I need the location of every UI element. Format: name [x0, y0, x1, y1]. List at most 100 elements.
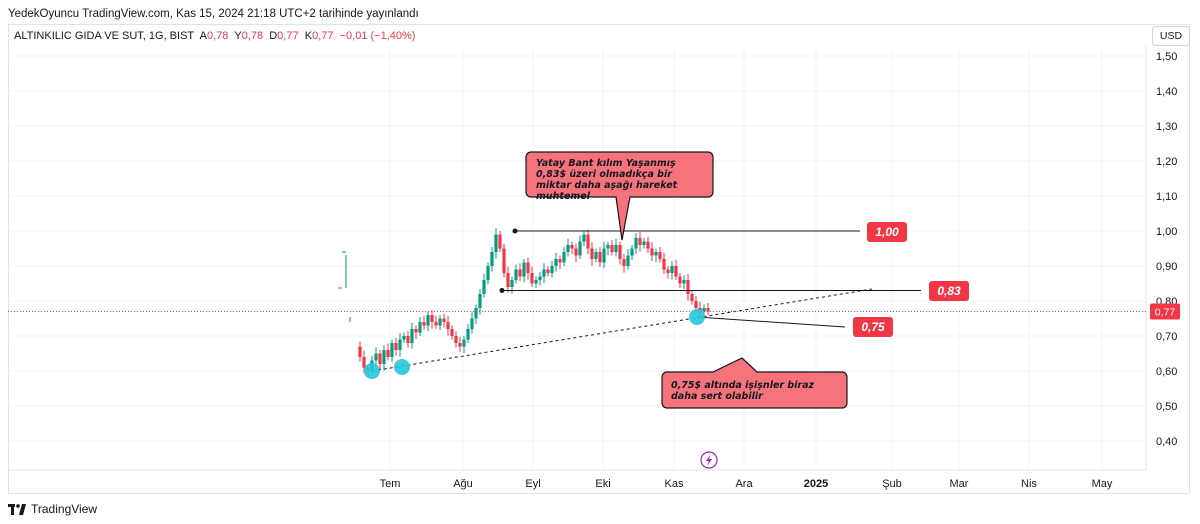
candle-body	[554, 259, 558, 266]
candle-body	[662, 259, 666, 270]
support-line-075	[696, 316, 846, 328]
candle-body	[558, 259, 562, 263]
candle-body	[686, 280, 690, 294]
candle-body	[638, 238, 642, 245]
candle-body	[546, 269, 550, 273]
candle-body	[518, 269, 522, 277]
candle-body	[542, 269, 546, 277]
candle-body	[654, 252, 658, 256]
footer-brand-text: TradingView	[31, 502, 98, 516]
line-anchor	[512, 228, 518, 234]
y-tick-label: 1,10	[1156, 191, 1177, 203]
candle-body	[362, 357, 366, 368]
currency-button[interactable]: USD	[1152, 26, 1190, 46]
candle-body	[490, 252, 494, 266]
x-tick-label: Mar	[950, 478, 969, 490]
candle-body	[606, 245, 610, 249]
candle-body	[694, 301, 698, 308]
candle-body	[474, 308, 478, 319]
candle-body	[582, 234, 586, 242]
candle-body	[530, 273, 534, 284]
candles	[338, 228, 710, 378]
x-tick-label: Şub	[882, 478, 902, 490]
candle-body	[458, 343, 462, 347]
y-tick-label: 0,40	[1156, 436, 1177, 448]
lightning-glyph	[706, 454, 712, 466]
candle-body	[630, 248, 634, 256]
candle-body	[682, 280, 686, 284]
candle-body	[498, 234, 502, 249]
pivot-marker	[689, 309, 705, 325]
x-tick-label: 2025	[804, 478, 828, 490]
candle-body	[462, 339, 466, 347]
y-tick-label: 1,30	[1156, 121, 1177, 133]
candle-body	[470, 318, 474, 329]
y-tick-label: 0,70	[1156, 331, 1177, 343]
x-tick-label: Nis	[1021, 478, 1037, 490]
publish-info: YedekOyuncu TradingView.com, Kas 15, 202…	[8, 8, 419, 20]
level-tag-083: 0,83	[929, 281, 969, 301]
callout-breakout-shape	[525, 151, 714, 241]
y-tick-label: 0,90	[1156, 261, 1177, 273]
candle-body	[618, 245, 622, 259]
x-tick-label: Ağu	[453, 478, 473, 490]
y-tick-label: 0,50	[1156, 401, 1177, 413]
close-label: K	[304, 30, 313, 42]
high-label: Y	[234, 30, 242, 42]
candle-body	[690, 294, 694, 301]
drawings: 0,77	[8, 151, 1180, 469]
x-tick-label: Eyl	[525, 478, 540, 490]
candle-body	[514, 269, 518, 280]
x-tick-label: Eki	[595, 478, 610, 490]
y-tick-label: 1,20	[1156, 156, 1177, 168]
symbol-name: ALTINKILIC GIDA VE SUT, 1G, BIST	[14, 30, 195, 42]
candle-body	[678, 276, 682, 284]
close-value: 0,77	[312, 30, 334, 42]
x-tick-label: Kas	[665, 478, 684, 490]
candle-body	[522, 262, 526, 277]
grid	[8, 46, 1147, 471]
candle-body	[646, 241, 650, 249]
candle-body	[562, 252, 566, 263]
candle-body	[626, 255, 630, 266]
trend-line	[371, 288, 873, 372]
change-value: −0,01 (−1,40%)	[339, 30, 416, 42]
candle-body	[390, 343, 394, 357]
level-tag-100: 1,00	[867, 222, 907, 242]
candle-body	[410, 329, 414, 343]
candle-body	[574, 248, 578, 256]
x-tick-label: Tem	[380, 478, 401, 490]
candle-body	[386, 350, 390, 357]
candle-body	[502, 248, 506, 273]
candle-body	[566, 245, 570, 252]
candle-body	[466, 329, 470, 340]
candle-body	[594, 252, 598, 259]
candle-body	[570, 245, 574, 249]
candle-body	[650, 248, 654, 256]
candle-body	[406, 336, 410, 343]
candle-body	[550, 266, 554, 273]
open-label: A	[199, 30, 207, 42]
candle-body	[494, 234, 498, 252]
last-price-label: 0,77	[1155, 307, 1176, 319]
candle-body	[378, 353, 382, 364]
callout-support: 0,75$ altında işişnler biraz daha sert o…	[671, 380, 815, 402]
tradingview-logo-icon	[8, 503, 26, 515]
x-tick-label: May	[1092, 478, 1113, 490]
x-tick-label: Ara	[735, 478, 753, 490]
candle-body	[702, 308, 706, 312]
candle-body	[634, 238, 638, 249]
callout-breakout: Yatay Bant kılım Yaşanmış 0,83$ üzeri ol…	[536, 158, 678, 202]
candle-body	[434, 322, 438, 326]
candle-body	[398, 339, 402, 350]
candle-body	[602, 248, 606, 263]
footer-brand: TradingView	[8, 502, 97, 516]
candle-body	[510, 280, 514, 287]
candle-body	[402, 336, 406, 340]
candle-body	[394, 343, 398, 350]
candle-body	[422, 322, 426, 326]
candle-body	[706, 308, 710, 312]
candle-body	[358, 346, 362, 357]
level-tag-075: 0,75	[853, 317, 893, 337]
